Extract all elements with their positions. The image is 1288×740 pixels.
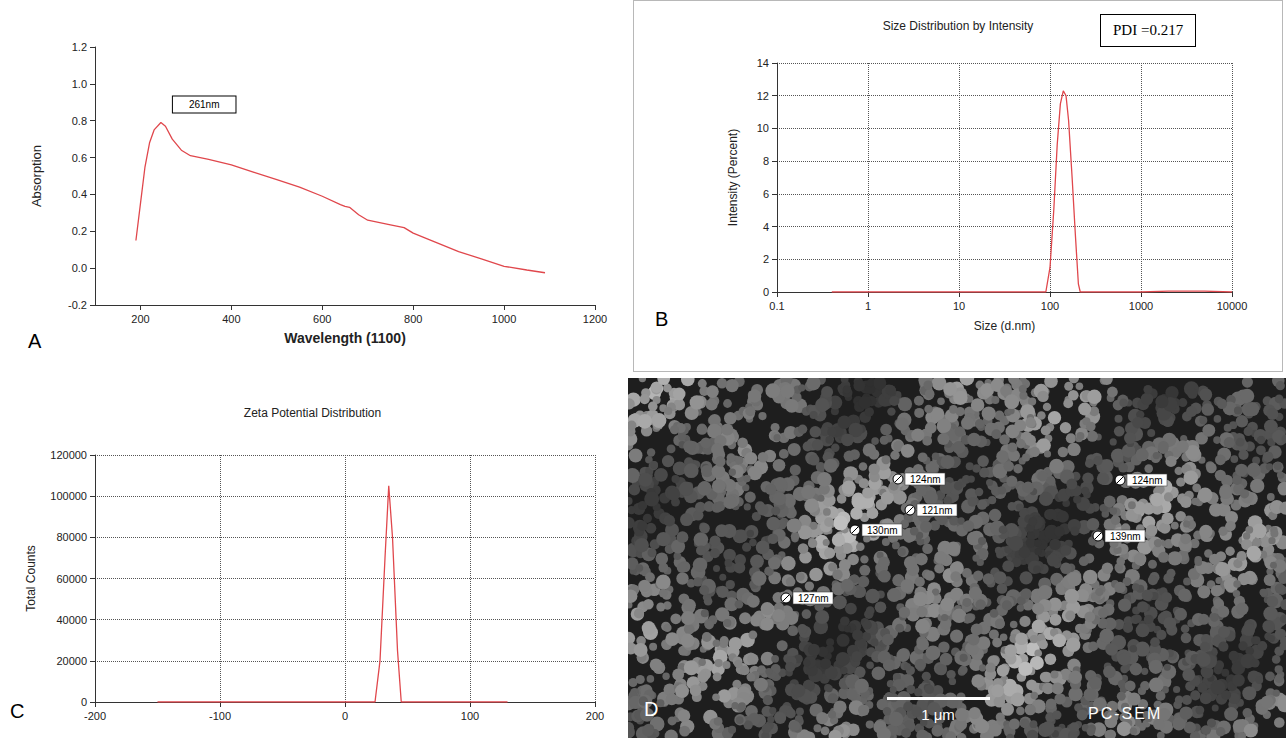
svg-text:0.0: 0.0	[72, 262, 87, 274]
html-text:C: C	[10, 700, 25, 722]
svg-text:1.2: 1.2	[72, 41, 87, 53]
svg-text:200: 200	[131, 313, 149, 325]
svg-text:20000: 20000	[56, 655, 87, 667]
svg-text:10000: 10000	[1217, 300, 1248, 312]
svg-text:400: 400	[222, 313, 240, 325]
svg-text:2: 2	[763, 253, 769, 265]
svg-text:10: 10	[757, 122, 769, 134]
svg-text:1200: 1200	[583, 313, 607, 325]
svg-text:124nm: 124nm	[910, 474, 941, 485]
svg-text:Intensity (Percent): Intensity (Percent)	[726, 129, 740, 226]
svg-text:Size (d.nm): Size (d.nm)	[974, 319, 1035, 333]
svg-text:127nm: 127nm	[798, 593, 829, 604]
svg-text:Zeta Potential Distribution: Zeta Potential Distribution	[244, 406, 381, 420]
svg-text:1 μm: 1 μm	[921, 706, 955, 723]
svg-text:0.4: 0.4	[72, 188, 87, 200]
svg-text:0: 0	[342, 710, 348, 722]
svg-text:120000: 120000	[50, 449, 87, 461]
svg-text:100000: 100000	[50, 490, 87, 502]
svg-text:Wavelength (1100): Wavelength (1100)	[284, 330, 406, 346]
svg-text:6: 6	[763, 188, 769, 200]
svg-text:130nm: 130nm	[867, 525, 898, 536]
svg-text:-100: -100	[209, 710, 231, 722]
svg-text:0: 0	[763, 286, 769, 298]
svg-text:12: 12	[757, 90, 769, 102]
svg-text:0.6: 0.6	[72, 152, 87, 164]
svg-text:261nm: 261nm	[189, 99, 220, 110]
svg-text:1000: 1000	[492, 313, 516, 325]
html-text:PDI =0.217: PDI =0.217	[1113, 22, 1184, 38]
svg-text:139nm: 139nm	[1110, 531, 1141, 542]
svg-text:80000: 80000	[56, 531, 87, 543]
svg-text:60000: 60000	[56, 573, 87, 585]
svg-text:0: 0	[81, 696, 87, 708]
svg-text:0.8: 0.8	[72, 115, 87, 127]
svg-text:14: 14	[757, 57, 769, 69]
svg-text:1000: 1000	[1129, 300, 1153, 312]
svg-text:1.0: 1.0	[72, 78, 87, 90]
svg-text:4: 4	[763, 221, 769, 233]
svg-text:800: 800	[404, 313, 422, 325]
svg-text:0.1: 0.1	[769, 300, 784, 312]
svg-text:8: 8	[763, 155, 769, 167]
html-text:B: B	[655, 308, 669, 330]
svg-text:100: 100	[461, 710, 479, 722]
svg-text:Absorption: Absorption	[29, 145, 44, 207]
svg-text:121nm: 121nm	[922, 505, 953, 516]
svg-text:100: 100	[1041, 300, 1059, 312]
svg-text:600: 600	[313, 313, 331, 325]
svg-text:40000: 40000	[56, 614, 87, 626]
svg-text:10: 10	[953, 300, 965, 312]
svg-text:-0.2: -0.2	[68, 299, 87, 311]
svg-text:Size Distribution by Intensity: Size Distribution by Intensity	[883, 19, 1034, 33]
svg-text:0.2: 0.2	[72, 225, 87, 237]
svg-text:D: D	[644, 698, 658, 720]
svg-text:200: 200	[586, 710, 604, 722]
svg-text:Total Counts: Total Counts	[24, 545, 38, 612]
svg-text:1: 1	[865, 300, 871, 312]
svg-text:124nm: 124nm	[1132, 475, 1163, 486]
svg-text:-200: -200	[84, 710, 106, 722]
html-text:A: A	[28, 330, 42, 352]
svg-text:PC-SEM: PC-SEM	[1088, 705, 1162, 722]
